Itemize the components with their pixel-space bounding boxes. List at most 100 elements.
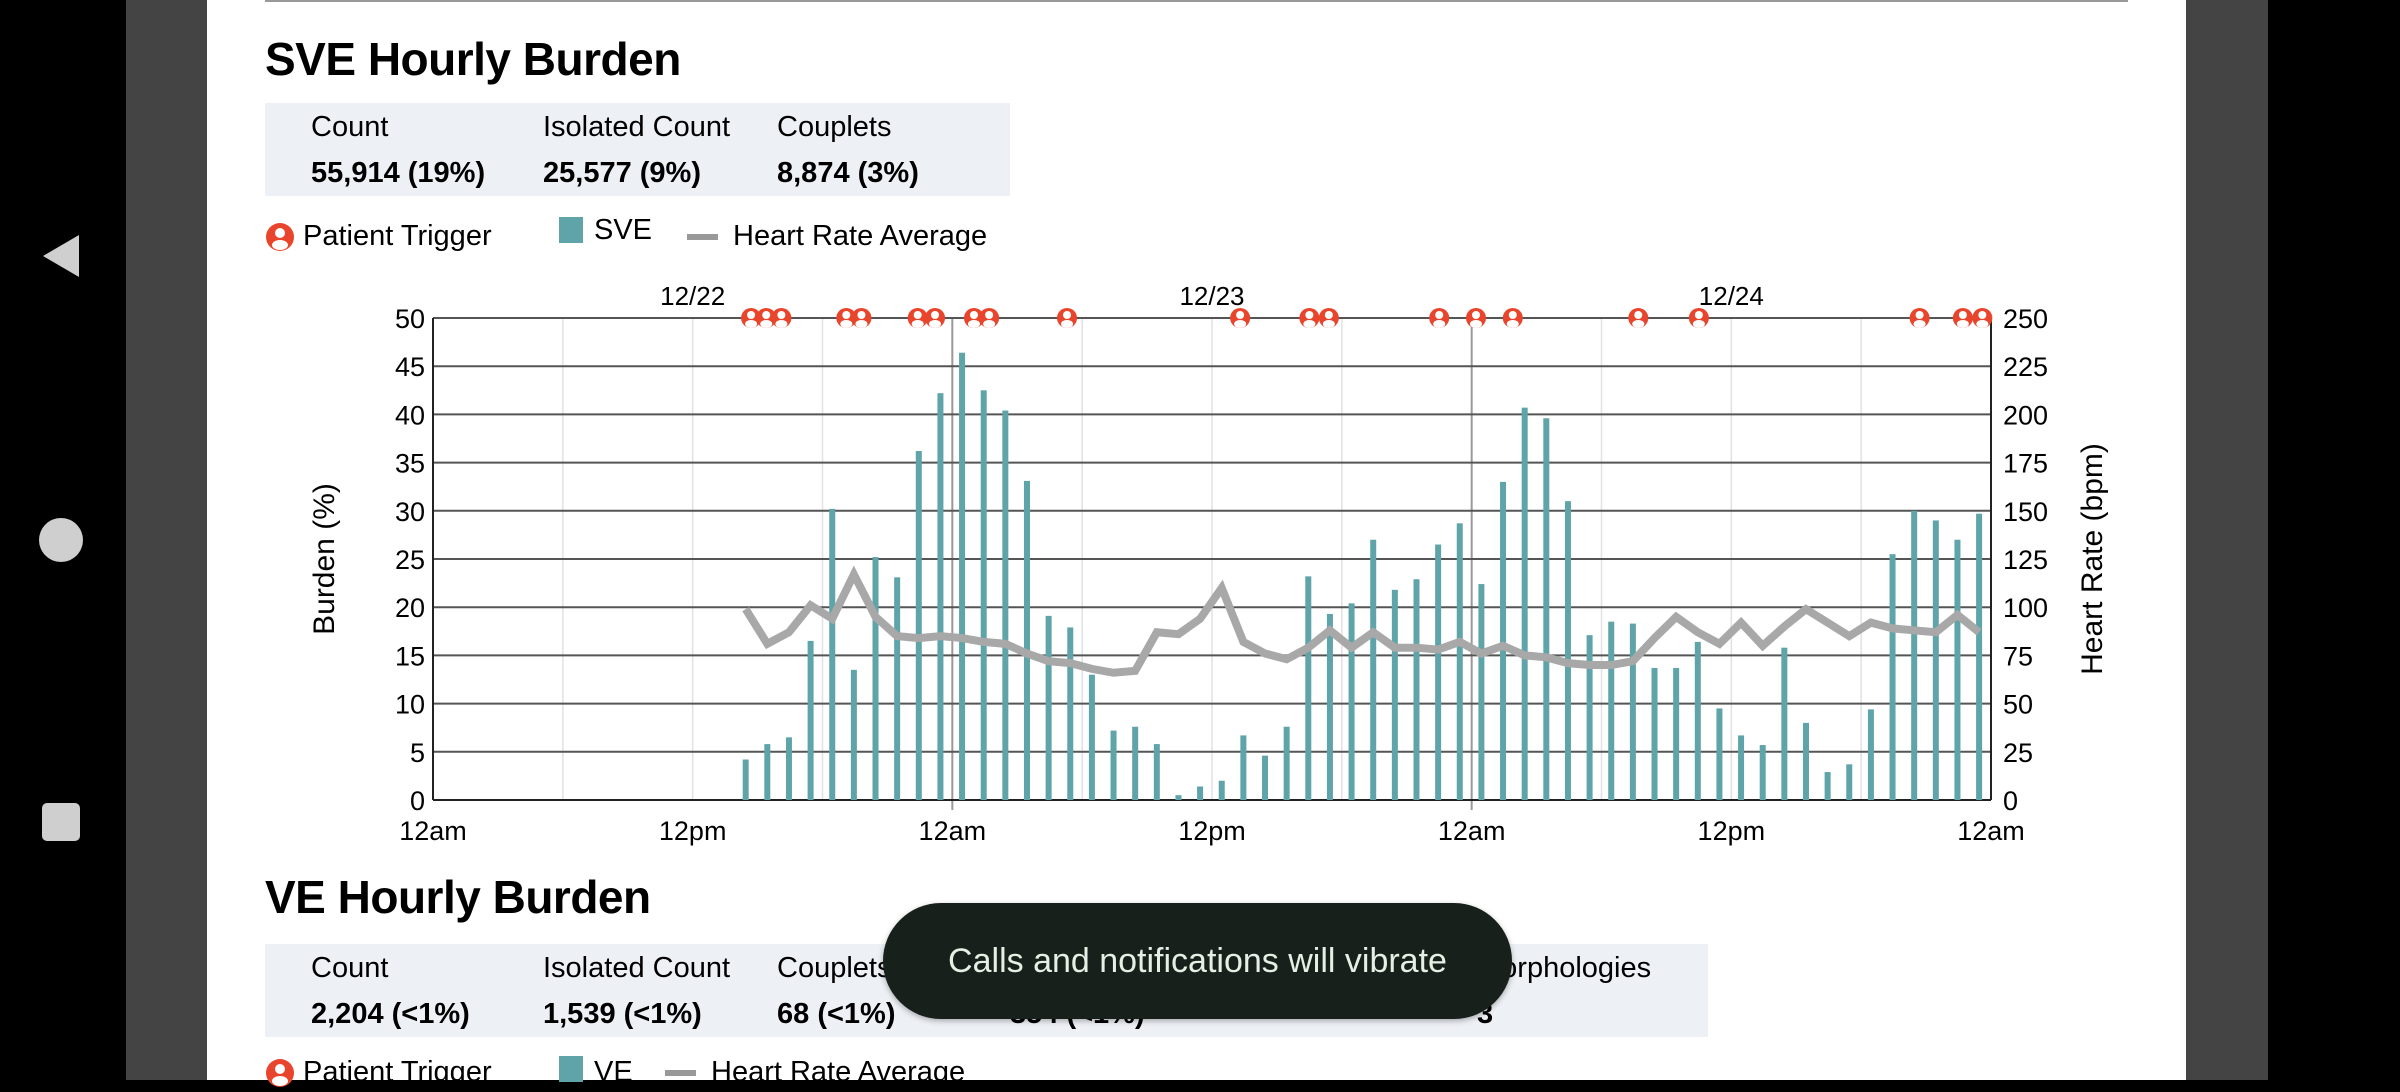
y2-tick-label: 150: [2003, 497, 2048, 527]
patient-trigger-marker: [1502, 308, 1523, 328]
sve-bar: [1543, 418, 1550, 800]
sve-swatch: [559, 216, 583, 243]
patient-trigger-icon-part: [1322, 320, 1335, 328]
sve-stats-panel: Count 55,914 (19%) Isolated Count 25,577 (…: [265, 103, 1010, 196]
sve-bar: [1824, 772, 1831, 800]
ve-swatch: [559, 1055, 583, 1082]
patient-trigger-icon-part: [929, 320, 942, 328]
right-black-edge: [2268, 0, 2400, 1080]
sve-bar: [829, 508, 836, 800]
stat-label: Couplets: [777, 111, 892, 143]
sve-bar: [1694, 641, 1701, 800]
sve-bar: [959, 352, 966, 800]
patient-trigger-icon-part: [855, 320, 868, 328]
sve-bar: [742, 759, 749, 800]
stat-label: Count: [311, 111, 389, 143]
patient-trigger-marker: [979, 308, 1000, 328]
legend-label: Patient Trigger: [303, 220, 492, 252]
date-label: 12/22: [660, 281, 725, 311]
sve-bar: [1023, 480, 1030, 800]
patient-trigger-icon-part: [911, 320, 924, 328]
stat-value: 68 (<1%): [777, 998, 896, 1030]
home-button[interactable]: [38, 517, 84, 563]
patient-trigger-icon-part: [1471, 311, 1480, 319]
patient-trigger-marker: [1952, 308, 1973, 328]
patient-trigger-marker: [1465, 308, 1486, 328]
legend-sve: SVE: [559, 214, 652, 247]
patient-trigger-icon-part: [1692, 320, 1705, 328]
x-tick-label: 12am: [1957, 816, 2025, 846]
heart-rate-swatch: [687, 233, 718, 240]
stat-label: Count: [311, 952, 389, 984]
patient-trigger-icon-part: [1976, 320, 1989, 328]
y2-tick-label: 225: [2003, 352, 2048, 382]
legend-label: Heart Rate Average: [711, 1056, 966, 1088]
patient-trigger-marker: [741, 308, 762, 328]
y-tick-label: 15: [395, 641, 425, 671]
navigation-bar: [0, 0, 126, 1080]
legend-label: Heart Rate Average: [733, 220, 988, 252]
patient-trigger-icon-part: [1506, 320, 1519, 328]
y-axis-title: Burden (%): [308, 483, 341, 635]
y2-tick-label: 175: [2003, 449, 2048, 479]
sve-bar: [1153, 744, 1160, 800]
legend-patient-trigger: Patient Trigger: [265, 1056, 492, 1089]
stat-label: Couplets: [777, 952, 892, 984]
stat-value: 2,204 (<1%): [311, 998, 470, 1030]
patient-trigger-icon-part: [857, 311, 866, 319]
x-tick-label: 12am: [399, 816, 467, 846]
patient-trigger-marker: [771, 308, 792, 328]
sve-bar: [1132, 726, 1139, 800]
y2-tick-label: 50: [2003, 690, 2033, 720]
patient-trigger-icon-part: [1915, 311, 1924, 319]
patient-trigger-icon-part: [1063, 311, 1072, 319]
patient-trigger-marker: [907, 308, 928, 328]
sve-bar: [1608, 621, 1615, 800]
patient-trigger-icon: [266, 1058, 294, 1087]
stat-label: Isolated Count: [543, 952, 731, 984]
heart-rate-line: [742, 565, 1982, 677]
patient-trigger-icon-part: [1694, 311, 1703, 319]
patient-trigger-icon-part: [1634, 311, 1643, 319]
x-tick-label: 12pm: [1178, 816, 1246, 846]
sve-bar: [1478, 584, 1485, 800]
sve-bar: [1370, 539, 1377, 800]
y-tick-label: 35: [395, 449, 425, 479]
patient-trigger-icon-part: [1303, 320, 1316, 328]
patient-trigger-icon-part: [1956, 320, 1969, 328]
patient-trigger-icon-part: [1508, 311, 1517, 319]
patient-trigger-icon-part: [1236, 311, 1245, 319]
sve-bar: [1781, 647, 1788, 800]
patient-trigger-icon: [266, 222, 294, 251]
patient-trigger-icon-part: [840, 320, 853, 328]
patient-trigger-icon-part: [1632, 320, 1645, 328]
sve-bar: [1673, 667, 1680, 800]
y-tick-label: 25: [395, 545, 425, 575]
sve-bar: [807, 640, 814, 800]
sve-hourly-burden-chart: 0 0 5 25 10 50 15 75 20 100 25 125 30 150 35 175 40 200 45…: [308, 281, 2109, 846]
y2-tick-label: 25: [2003, 738, 2033, 768]
recents-button[interactable]: [38, 799, 84, 845]
recents-square-icon: [42, 803, 80, 841]
sve-bar: [1976, 513, 1983, 800]
patient-trigger-marker: [1318, 308, 1339, 328]
sve-bar: [764, 744, 771, 800]
patient-trigger-icon-part: [1324, 311, 1333, 319]
back-button[interactable]: [38, 233, 84, 279]
sve-bar: [1954, 539, 1961, 800]
home-circle-icon: [39, 518, 83, 562]
sve-bar: [1738, 735, 1745, 800]
sve-bar: [980, 390, 987, 800]
patient-trigger-marker: [925, 308, 946, 328]
sve-bar: [1045, 615, 1052, 800]
sve-bar: [1348, 603, 1355, 800]
sve-bar: [785, 737, 792, 800]
patient-trigger-icon-part: [1978, 311, 1987, 319]
stat-value: 8,874 (3%): [777, 157, 919, 189]
sve-bar: [850, 669, 857, 800]
patient-trigger-marker: [1299, 308, 1320, 328]
patient-trigger-icon-part: [762, 311, 771, 319]
sve-bar: [894, 577, 901, 800]
sve-bar: [1110, 730, 1117, 800]
patient-trigger-marker: [1688, 308, 1709, 328]
